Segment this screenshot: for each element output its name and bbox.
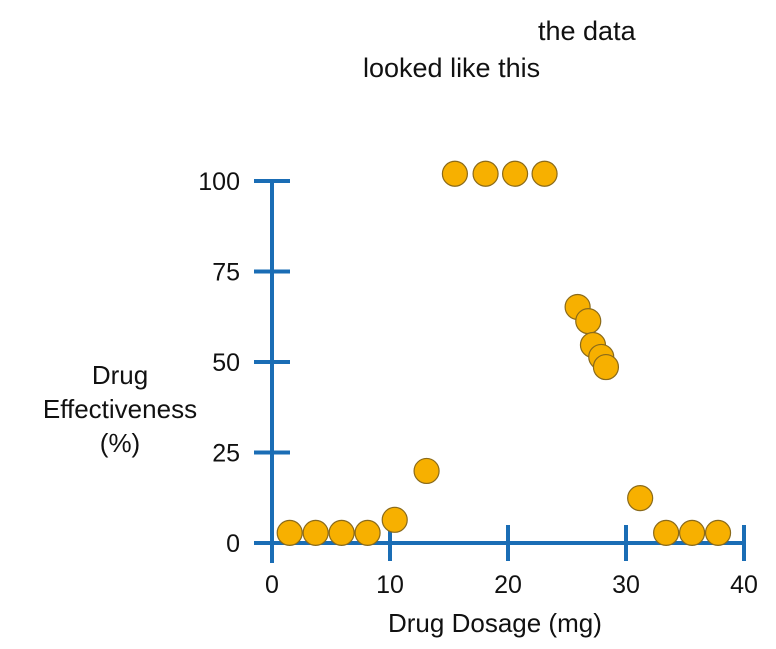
y-tick-label: 75 bbox=[212, 259, 240, 287]
data-point bbox=[653, 519, 680, 546]
x-tick-label: 10 bbox=[376, 571, 404, 599]
data-point bbox=[678, 519, 706, 546]
y-axis-label-line-2: Effectiveness bbox=[42, 394, 198, 424]
data-point bbox=[354, 519, 381, 546]
data-point bbox=[381, 506, 408, 533]
y-axis-label-line-1: Drug bbox=[91, 360, 149, 390]
y-tick-label: 0 bbox=[226, 530, 240, 558]
data-point bbox=[276, 519, 303, 546]
data-point bbox=[627, 485, 654, 512]
data-point bbox=[704, 519, 732, 546]
x-tick-label: 40 bbox=[730, 571, 758, 599]
x-tick-label: 0 bbox=[265, 571, 279, 599]
annotation-line-2: looked like this bbox=[363, 53, 541, 83]
annotation-line-1: the data bbox=[538, 16, 636, 46]
y-tick-label: 100 bbox=[198, 168, 240, 196]
y-tick-label: 50 bbox=[212, 349, 240, 377]
data-point bbox=[575, 307, 602, 335]
y-axis-label: Drug Effectiveness (%) bbox=[30, 358, 210, 460]
data-point bbox=[472, 160, 499, 187]
y-tick-label: 25 bbox=[212, 440, 240, 468]
data-point bbox=[413, 457, 440, 485]
data-point bbox=[328, 519, 355, 546]
data-point bbox=[441, 160, 468, 187]
x-tick-label: 30 bbox=[612, 571, 640, 599]
x-axis-label: Drug Dosage (mg) bbox=[388, 608, 602, 638]
data-point bbox=[592, 353, 620, 381]
data-point bbox=[501, 160, 529, 187]
data-points bbox=[276, 160, 732, 546]
x-tick-label: 20 bbox=[494, 571, 522, 599]
y-axis-label-line-3: (%) bbox=[99, 428, 141, 458]
data-point bbox=[302, 519, 329, 546]
axes bbox=[254, 181, 744, 563]
y-ticks: 0 25 50 75 100 bbox=[198, 168, 290, 558]
data-point bbox=[531, 160, 558, 187]
